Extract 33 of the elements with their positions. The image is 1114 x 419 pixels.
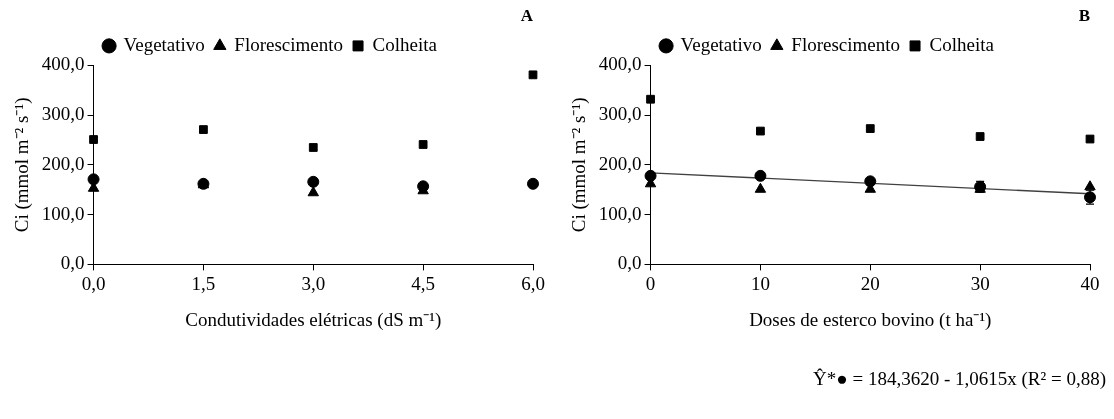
y-tick-label: 0,0 [617, 252, 642, 274]
x-axis-title: Condutividades elétricas (dS m⁻¹) [185, 308, 442, 331]
y-tick-label: 100,0 [41, 202, 85, 224]
x-axis-title: Doses de esterco bovino (t ha⁻¹) [749, 308, 992, 331]
x-tick-label: 10 [750, 272, 770, 294]
legend-label: Vegetativo [123, 33, 205, 55]
y-tick-label: 300,0 [41, 103, 85, 125]
x-tick-label: 30 [970, 272, 990, 294]
y-tick-label: 200,0 [598, 152, 642, 174]
x-tick-label: 0 [645, 272, 656, 294]
legend-label: Colheita [929, 33, 995, 55]
legend-label: Colheita [372, 33, 438, 55]
y-tick-label: 300,0 [598, 103, 642, 125]
legend-label: Vegetativo [680, 33, 762, 55]
text: Ŷ*● = 184,3620 - 1,0615x (R² = 0,88) [812, 368, 1107, 390]
y-tick-label: 0,0 [60, 252, 85, 274]
y-tick-label: 400,0 [598, 53, 642, 75]
chart-title: B [1078, 5, 1090, 25]
legend-label: Florescimento [791, 33, 901, 55]
legend-label: Florescimento [234, 33, 344, 55]
chart-title: A [520, 5, 534, 25]
y-axis-title: Ci (mmol m⁻² s⁻¹) [568, 97, 591, 233]
x-tick-label: 6,0 [521, 272, 545, 294]
y-axis-title: Ci (mmol m⁻² s⁻¹) [11, 97, 34, 233]
y-tick-label: 400,0 [41, 53, 85, 75]
x-tick-label: 0,0 [81, 272, 106, 294]
x-tick-label: 4,5 [411, 272, 436, 294]
x-tick-label: 1,5 [191, 272, 216, 294]
y-tick-label: 200,0 [41, 152, 85, 174]
x-tick-label: 20 [860, 272, 880, 294]
y-tick-label: 100,0 [598, 202, 642, 224]
x-tick-label: 40 [1080, 272, 1100, 294]
x-tick-label: 3,0 [301, 272, 326, 294]
